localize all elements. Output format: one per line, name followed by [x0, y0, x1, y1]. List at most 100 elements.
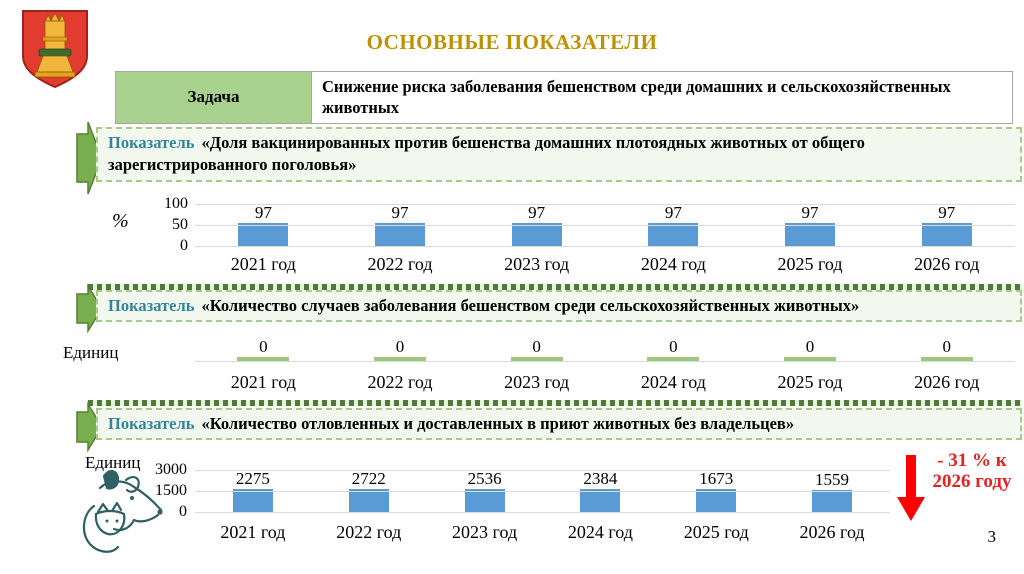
category-label: 2021 год: [220, 522, 286, 542]
indicator-arrow-icon: [76, 402, 103, 452]
indicator-box-2: Показатель «Количество случаев заболевани…: [96, 290, 1022, 323]
bar: [511, 223, 562, 246]
value-label: 97: [664, 203, 682, 222]
y-tick-label: 50: [172, 216, 188, 233]
gridline: [195, 470, 890, 471]
y-tick-label: 3000: [155, 461, 187, 478]
bar: [375, 223, 425, 246]
indicator-text: «Количество случаев заболевания бешенств…: [201, 296, 860, 315]
bar: [696, 489, 737, 512]
bar: [812, 490, 853, 512]
task-label-cell: Задача: [116, 72, 312, 123]
bar-column: 1559: [774, 470, 890, 512]
section-divider: [88, 400, 1022, 406]
value-label: 97: [801, 203, 819, 222]
y-tick-label: 1500: [155, 482, 187, 499]
bar: [238, 223, 289, 246]
category-label: 2024 год: [640, 254, 706, 274]
value-label: 2275: [235, 469, 270, 488]
bar: [648, 223, 699, 246]
x-axis-labels: 2021 год 2022 год 2023 год 2024 год 2025 год…: [195, 372, 1015, 393]
chart-vaccinated-share: % 100 50 0 97 97 97 97 97 97 2021 год 2022 год 20…: [110, 186, 1015, 286]
baseline: [195, 361, 1015, 362]
value-label: 97: [391, 203, 409, 222]
chart-captured-animals: Единиц 3000 1500 0 2275 2722 2536 2384 1673 155…: [85, 448, 890, 552]
y-axis-unit-label: Единиц: [85, 453, 141, 472]
category-label: 2023 год: [504, 372, 570, 392]
bar-column: 0: [605, 338, 742, 362]
bar-column: 1673: [658, 470, 774, 512]
value-label: 2384: [583, 469, 618, 488]
dog-cat-illustration: [82, 470, 163, 553]
bar-column: 97: [605, 204, 742, 246]
bar-column: 2275: [195, 470, 311, 512]
bar-column: 0: [195, 338, 332, 362]
value-label: 97: [254, 203, 272, 222]
bar: [580, 489, 621, 512]
category-label: 2021 год: [230, 254, 296, 274]
task-text-cell: Снижение риска заболевания бешенством ср…: [322, 77, 951, 118]
indicator-label: Показатель: [108, 133, 195, 152]
category-label: 2024 год: [640, 372, 706, 392]
y-axis: 3000 1500 0: [125, 461, 187, 520]
value-label: 0: [805, 337, 815, 356]
x-axis-labels: 2021 год 2022 год 2023 год 2024 год 2025 год…: [195, 522, 890, 543]
bar: [510, 357, 563, 362]
y-tick-label: 0: [180, 237, 188, 254]
bar-column: 97: [195, 204, 332, 246]
decline-annotation: - 31 % к 2026 году: [932, 450, 1012, 493]
bar-column: 97: [878, 204, 1015, 246]
y-tick-label: 100: [164, 195, 188, 212]
category-label: 2022 год: [367, 254, 433, 274]
bar: [348, 489, 389, 512]
value-label: 0: [395, 337, 405, 356]
gridline: [195, 225, 1015, 226]
bar: [784, 357, 837, 362]
category-label: 2021 год: [230, 372, 296, 392]
bar: [647, 357, 700, 362]
bar: [785, 223, 836, 246]
bar-column: 2722: [311, 470, 427, 512]
bar: [921, 223, 972, 246]
bar-column: 97: [742, 204, 879, 246]
bar: [374, 357, 426, 362]
gridline: [195, 246, 1015, 247]
value-label: 0: [259, 337, 268, 356]
value-label: 1559: [815, 470, 850, 490]
bar-column: 0: [468, 338, 605, 362]
bar: [920, 357, 973, 362]
category-label: 2022 год: [336, 522, 402, 542]
category-label: 2024 год: [567, 522, 633, 542]
y-axis: 100 50 0: [136, 195, 188, 254]
value-label: 2536: [467, 469, 502, 488]
value-label: 0: [669, 337, 678, 356]
value-label: 1673: [699, 469, 734, 488]
bar-column: 0: [878, 338, 1015, 362]
gridline: [195, 491, 890, 492]
indicator-text: «Доля вакцинированных против бешенства д…: [108, 133, 865, 175]
category-label: 2023 год: [504, 254, 570, 274]
indicator-label: Показатель: [108, 414, 195, 433]
value-label: 97: [528, 203, 546, 222]
indicator-text: «Количество отловленных и доставленных в…: [201, 414, 795, 433]
y-axis-unit-label: %: [112, 210, 129, 232]
bar-column: 0: [332, 338, 469, 362]
bar-column: 2536: [427, 470, 543, 512]
indicator-arrow-icon: [76, 284, 103, 333]
indicator-label: Показатель: [108, 296, 195, 315]
bar-column: 97: [332, 204, 469, 246]
category-label: 2025 год: [777, 254, 843, 274]
gridline: [195, 512, 890, 513]
plot-area: 97 97 97 97 97 97: [195, 203, 1015, 247]
bar: [464, 489, 505, 512]
x-axis-labels: 2021 год 2022 год 2023 год 2024 год 2025 год…: [195, 254, 1015, 275]
category-label: 2025 год: [777, 372, 843, 392]
category-label: 2022 год: [367, 372, 433, 392]
category-label: 2023 год: [452, 522, 518, 542]
indicator-arrow-icon: [76, 121, 103, 195]
category-label: 2026 год: [914, 254, 980, 274]
value-label: 0: [532, 337, 541, 356]
category-label: 2026 год: [799, 522, 865, 542]
page-number: 3: [987, 527, 997, 546]
